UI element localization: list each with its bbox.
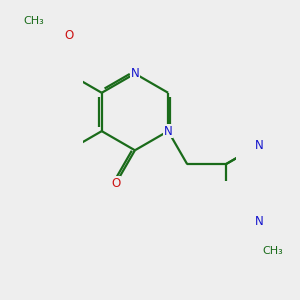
Text: CH₃: CH₃: [23, 16, 44, 26]
Text: O: O: [111, 177, 120, 190]
Text: N: N: [254, 215, 263, 228]
Text: CH₃: CH₃: [263, 246, 284, 256]
Text: N: N: [254, 139, 263, 152]
Text: N: N: [164, 124, 172, 138]
Text: O: O: [64, 29, 73, 42]
Text: N: N: [130, 67, 139, 80]
